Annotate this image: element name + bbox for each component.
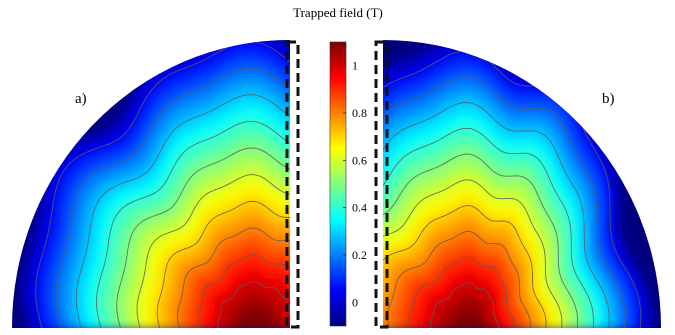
contour-line bbox=[116, 147, 290, 328]
contour-line bbox=[156, 200, 290, 328]
figure-title: Trapped field (T) bbox=[293, 5, 383, 20]
panel-b-color-bands bbox=[383, 40, 657, 328]
contour-line bbox=[177, 227, 290, 328]
contour-line bbox=[430, 282, 500, 328]
contour-line bbox=[95, 120, 290, 328]
contour-line bbox=[383, 76, 626, 328]
contour-line bbox=[383, 179, 563, 328]
contour-line bbox=[383, 205, 547, 328]
colorbar-fill bbox=[329, 41, 347, 327]
contour-line bbox=[35, 40, 290, 328]
contour-line bbox=[383, 102, 610, 328]
colorbar-tick-label: 0.4 bbox=[352, 201, 367, 215]
heatmap-band bbox=[238, 307, 275, 328]
contour-line bbox=[217, 280, 290, 328]
panel-b-contour-lines bbox=[383, 50, 642, 328]
contour-line bbox=[383, 127, 594, 328]
colorbar-tick-label: 0 bbox=[352, 295, 358, 309]
contour-line bbox=[197, 254, 290, 328]
panel-a-color-bands bbox=[15, 40, 290, 328]
colorbar-tick-label: 1 bbox=[352, 59, 358, 73]
contour-line bbox=[75, 94, 290, 328]
contour-line bbox=[408, 256, 516, 328]
colorbar-tick-label: 0.8 bbox=[352, 106, 367, 120]
panel-a-label: a) bbox=[75, 91, 87, 107]
panel-a-dashed-box bbox=[285, 40, 300, 329]
contour-line bbox=[55, 67, 290, 328]
contour-line bbox=[383, 153, 579, 328]
colorbar-ticks: 0 0.2 0.4 0.6 0.8 1 bbox=[343, 59, 367, 309]
colorbar: 0 0.2 0.4 0.6 0.8 1 bbox=[329, 41, 367, 327]
colorbar-tick-label: 0.6 bbox=[352, 153, 367, 167]
contour-line bbox=[386, 230, 531, 328]
panel-b-heatmap bbox=[383, 40, 661, 328]
panel-a-heatmap bbox=[12, 40, 290, 328]
colorbar-tick-label: 0.2 bbox=[352, 248, 367, 262]
heatmap-band bbox=[452, 308, 484, 328]
panel-a-contour-lines bbox=[35, 40, 290, 328]
panel-b-label: b) bbox=[602, 91, 615, 107]
panel-b-dashed-box bbox=[374, 40, 389, 329]
contour-line bbox=[136, 174, 290, 328]
